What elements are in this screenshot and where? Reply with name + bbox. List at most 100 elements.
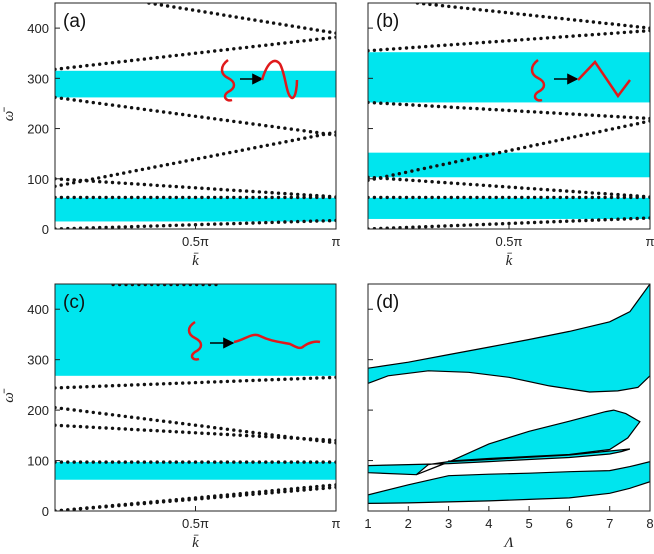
branch-point <box>232 47 236 51</box>
branch-point <box>182 284 186 287</box>
branch-point <box>244 379 249 383</box>
branch-point <box>124 284 128 287</box>
branch-point <box>91 460 96 464</box>
panel-a: 0.5π π 0 100 200 300 400 (a) k̄ ω̄ <box>1 2 341 269</box>
branch-point <box>171 161 176 166</box>
branch-point <box>532 187 537 191</box>
branch-point <box>565 195 569 200</box>
branch-point <box>566 136 571 140</box>
branch-point <box>244 221 249 225</box>
branch-point <box>270 433 274 437</box>
branch-point <box>247 17 251 21</box>
branch-point <box>66 177 70 182</box>
branch-point <box>513 109 518 113</box>
branch-point <box>622 30 627 35</box>
branch-point <box>270 42 274 47</box>
branch-point <box>577 190 582 194</box>
branch-point <box>78 64 83 69</box>
branch-point <box>623 124 627 128</box>
panel-label: (d) <box>376 292 399 313</box>
branch-point <box>411 178 415 183</box>
branch-point <box>321 460 325 464</box>
branch-point <box>591 20 596 24</box>
branch-point <box>302 460 306 464</box>
branch-point <box>436 104 441 109</box>
branch-point <box>417 103 421 108</box>
branch-point <box>251 221 255 225</box>
branch-point <box>66 508 70 511</box>
branch-point <box>155 460 159 464</box>
branch-point <box>59 66 64 71</box>
branch-point <box>143 284 147 287</box>
branch-point <box>270 460 274 464</box>
branch-point <box>72 178 76 182</box>
branch-point <box>200 50 204 55</box>
branch-point <box>327 219 332 223</box>
branch-point <box>603 114 607 118</box>
branch-point <box>98 225 102 229</box>
branch-point <box>136 58 140 62</box>
branch-point <box>302 486 306 490</box>
y-tick-label: 300 <box>27 353 49 368</box>
branch-point <box>142 182 147 187</box>
branch-point <box>391 102 396 106</box>
branch-point <box>520 38 524 42</box>
branch-point <box>302 193 306 197</box>
branch-point <box>206 116 210 120</box>
branch-point <box>504 149 508 153</box>
branch-point <box>142 460 147 464</box>
branch-point <box>500 222 505 226</box>
branch-point <box>265 20 270 24</box>
branch-point <box>443 105 447 109</box>
branch-point <box>315 134 319 138</box>
branch-point <box>200 186 204 190</box>
plot-area <box>368 3 650 229</box>
branch-point <box>416 168 420 172</box>
branch-point <box>315 376 319 380</box>
branch-point <box>411 45 415 50</box>
branch-point <box>104 102 108 107</box>
branch-point <box>385 174 389 178</box>
panel-b: 0.5π π (b) k̄ <box>367 2 654 269</box>
branch-point <box>104 412 108 416</box>
bandgap-region <box>368 52 650 103</box>
branch-point <box>181 53 185 57</box>
branch-point <box>541 14 545 19</box>
branch-point <box>488 195 492 200</box>
branch-point <box>520 109 524 113</box>
branch-point <box>428 3 432 7</box>
branch-point <box>623 23 627 28</box>
branch-point <box>78 195 83 200</box>
branch-point <box>545 188 550 192</box>
branch-point <box>404 178 409 182</box>
branch-point <box>225 118 230 123</box>
branch-point <box>584 190 588 195</box>
branch-point <box>257 44 262 48</box>
branch-point <box>491 9 495 13</box>
branch-point <box>472 156 477 160</box>
branch-point <box>206 495 210 499</box>
branch-point <box>110 413 115 417</box>
branch-point <box>372 177 376 181</box>
y-tick-label: 0 <box>42 222 49 237</box>
branch-point <box>110 195 115 200</box>
branch-point <box>225 460 230 464</box>
branch-point <box>610 22 614 26</box>
branch-point <box>532 37 537 41</box>
branch-point <box>156 284 160 287</box>
branch-point <box>175 284 180 287</box>
plot-area <box>55 3 336 229</box>
branch-point <box>283 220 287 224</box>
branch-point <box>232 492 236 496</box>
branch-point <box>257 190 262 194</box>
branch-point <box>123 105 128 109</box>
branch-point <box>91 63 96 67</box>
branch-point <box>181 460 185 464</box>
panel-label: (b) <box>376 11 399 32</box>
branch-point <box>289 487 293 491</box>
branch-point <box>66 66 70 70</box>
branch-point <box>149 183 153 187</box>
branch-point <box>276 434 281 438</box>
branch-point <box>240 148 244 152</box>
x-tick-label: π <box>332 234 341 249</box>
